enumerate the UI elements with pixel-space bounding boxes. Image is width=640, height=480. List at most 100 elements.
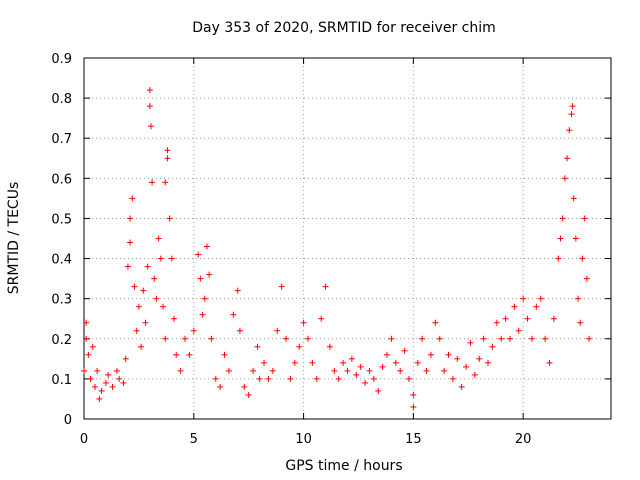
data-point [144, 263, 151, 270]
data-point [410, 391, 417, 398]
data-point [449, 375, 456, 382]
data-point [575, 295, 582, 302]
data-point [197, 275, 204, 282]
data-point [388, 335, 395, 342]
data-point [485, 359, 492, 366]
data-point [370, 375, 377, 382]
data-point [493, 319, 500, 326]
data-point [414, 359, 421, 366]
y-tick-label: 0.7 [51, 132, 72, 147]
data-point [326, 343, 333, 350]
data-point [533, 303, 540, 310]
data-point [203, 243, 210, 250]
data-point [190, 327, 197, 334]
y-tick-label: 0.2 [51, 333, 72, 348]
data-point [162, 179, 169, 186]
y-axis-label: SRMTID / TECUs [6, 182, 22, 295]
data-point [177, 367, 184, 374]
data-point [515, 327, 522, 334]
data-point [384, 351, 391, 358]
data-point [423, 367, 430, 374]
data-point [344, 367, 351, 374]
data-point [221, 351, 228, 358]
data-point [304, 335, 311, 342]
data-point [256, 375, 263, 382]
data-point [146, 87, 153, 94]
data-point [149, 179, 156, 186]
data-point [300, 319, 307, 326]
data-point [432, 319, 439, 326]
data-point [528, 335, 535, 342]
data-point [164, 147, 171, 154]
data-point [212, 375, 219, 382]
data-point [506, 335, 513, 342]
data-point [234, 287, 241, 294]
data-point [568, 111, 575, 118]
data-point [291, 359, 298, 366]
data-point [83, 319, 90, 326]
data-point [511, 303, 518, 310]
data-point [173, 351, 180, 358]
data-point [147, 123, 154, 130]
data-point [113, 367, 120, 374]
data-point [201, 295, 208, 302]
data-point [309, 359, 316, 366]
data-point [476, 355, 483, 362]
data-point [454, 355, 461, 362]
data-point [318, 315, 325, 322]
x-axis-label: GPS time / hours [285, 458, 402, 474]
data-point [331, 367, 338, 374]
data-point [348, 355, 355, 362]
data-point [569, 103, 576, 110]
data-point [138, 343, 145, 350]
data-point [480, 335, 487, 342]
data-point [353, 371, 360, 378]
data-point [131, 283, 138, 290]
points-layer [81, 87, 593, 410]
data-point [375, 387, 382, 394]
data-point [441, 367, 448, 374]
data-point [155, 235, 162, 242]
data-point [410, 403, 417, 410]
data-point [557, 235, 564, 242]
data-point [366, 367, 373, 374]
y-tick-label: 0.1 [51, 373, 72, 388]
data-point [157, 255, 164, 262]
data-point [555, 255, 562, 262]
data-point [546, 359, 553, 366]
data-point [524, 315, 531, 322]
data-point [225, 367, 232, 374]
tick-layer: 0 0.1 0.2 0.3 0.4 0.5 0.6 0.7 0.8 0.9 0 5 10 15 20 [51, 52, 611, 447]
data-point [566, 127, 573, 134]
data-point [581, 215, 588, 222]
data-point [583, 275, 590, 282]
data-point [98, 387, 105, 394]
data-point [135, 303, 142, 310]
data-point [94, 367, 101, 374]
data-point [102, 379, 109, 386]
data-point [561, 175, 568, 182]
data-point [542, 335, 549, 342]
data-point [274, 327, 281, 334]
data-point [392, 359, 399, 366]
data-point [186, 351, 193, 358]
data-point [164, 155, 171, 162]
data-point [133, 327, 140, 334]
y-tick-label: 0.6 [51, 172, 72, 187]
y-tick-label: 0.4 [51, 253, 72, 268]
data-point [471, 371, 478, 378]
data-point [445, 351, 452, 358]
data-point [245, 391, 252, 398]
data-point [283, 335, 290, 342]
data-point [83, 335, 90, 342]
data-point [89, 343, 96, 350]
data-point [572, 235, 579, 242]
data-point [116, 375, 123, 382]
data-point [586, 335, 593, 342]
grid-layer [84, 58, 611, 419]
data-point [362, 379, 369, 386]
data-point [120, 379, 127, 386]
data-point [124, 263, 131, 270]
data-point [166, 215, 173, 222]
